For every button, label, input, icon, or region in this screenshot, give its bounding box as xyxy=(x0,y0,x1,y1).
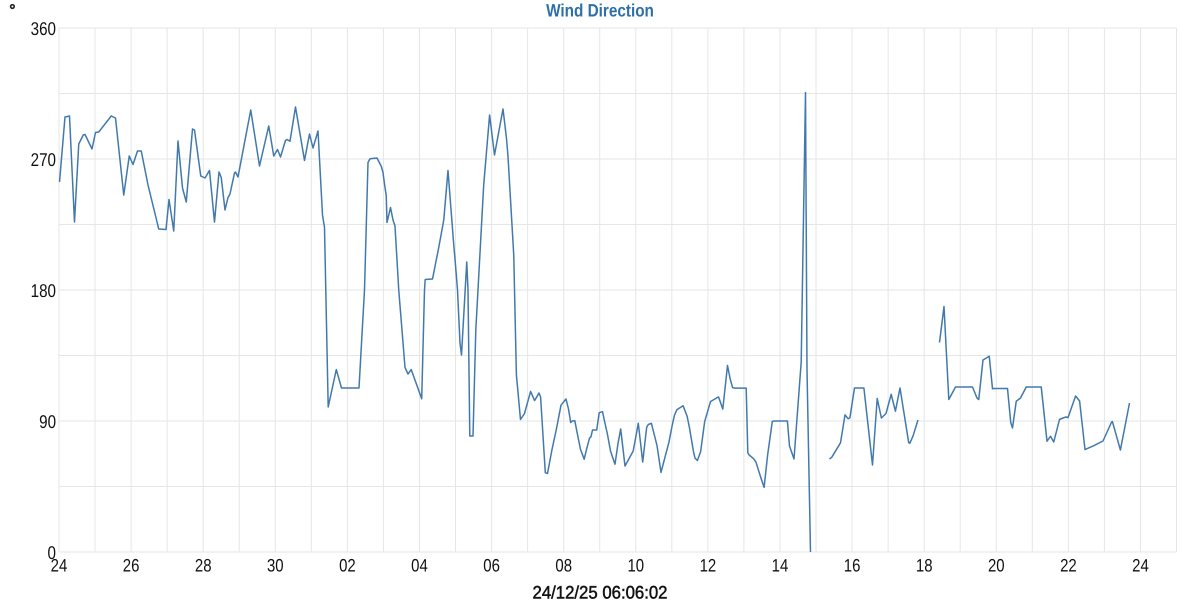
svg-text:24: 24 xyxy=(51,556,68,576)
svg-text:26: 26 xyxy=(123,556,140,576)
svg-text:08: 08 xyxy=(555,556,572,576)
svg-text:Wind Direction: Wind Direction xyxy=(546,1,654,21)
svg-text:16: 16 xyxy=(844,556,861,576)
svg-text:0: 0 xyxy=(48,542,56,563)
svg-text:24/12/25 06:06:02: 24/12/25 06:06:02 xyxy=(533,583,668,600)
svg-text:270: 270 xyxy=(31,149,56,170)
svg-text:18: 18 xyxy=(916,556,933,576)
svg-text:10: 10 xyxy=(627,556,644,576)
svg-text:04: 04 xyxy=(411,556,428,576)
svg-text:24: 24 xyxy=(1132,556,1149,576)
svg-text:30: 30 xyxy=(267,556,284,576)
svg-text:360: 360 xyxy=(31,18,56,39)
svg-text:90: 90 xyxy=(39,411,56,432)
svg-text:180: 180 xyxy=(31,280,56,301)
svg-text:28: 28 xyxy=(195,556,212,576)
svg-text:12: 12 xyxy=(700,556,717,576)
svg-text:06: 06 xyxy=(483,556,500,576)
svg-text:02: 02 xyxy=(339,556,356,576)
svg-text:20: 20 xyxy=(988,556,1005,576)
svg-text:22: 22 xyxy=(1060,556,1077,576)
svg-text:14: 14 xyxy=(772,556,789,576)
